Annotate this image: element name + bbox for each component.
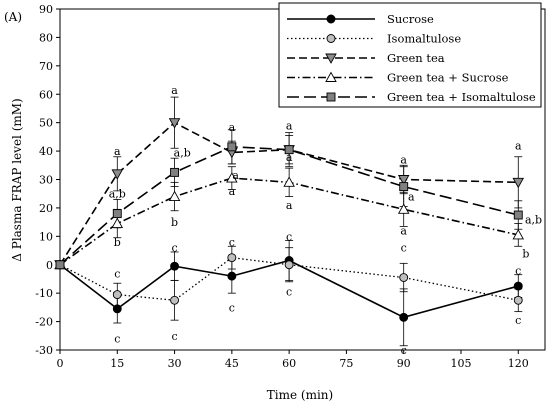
y-tick-label: -20 — [35, 316, 53, 329]
data-point — [513, 295, 523, 305]
data-point — [513, 210, 523, 220]
legend-label: Sucrose — [387, 12, 434, 26]
data-point — [170, 295, 180, 305]
significance-letter: a,b — [109, 188, 126, 201]
data-point — [512, 177, 525, 189]
legend-box — [278, 2, 542, 108]
x-tick-label: 30 — [168, 357, 182, 370]
significance-letter: a — [286, 199, 293, 212]
y-tick-label: -10 — [35, 287, 53, 300]
data-point — [284, 260, 294, 270]
y-tick-label: 0 — [46, 259, 53, 272]
significance-letter: a — [286, 120, 293, 133]
significance-letter: c — [171, 242, 177, 255]
x-tick-label: 75 — [339, 357, 353, 370]
significance-letter: a — [232, 169, 239, 182]
x-tick-label: 60 — [282, 357, 296, 370]
y-axis-title: Δ Plasma FRAP level (mM) — [10, 98, 24, 261]
x-tick-label: 45 — [225, 357, 239, 370]
panel-label: (A) — [4, 10, 22, 24]
significance-letter: a — [229, 185, 236, 198]
x-tick-label: 105 — [450, 357, 471, 370]
y-tick-label: 70 — [39, 60, 53, 73]
significance-letter: c — [171, 330, 177, 343]
data-point — [227, 253, 237, 263]
significance-letter: a — [400, 154, 407, 167]
significance-letter: c — [229, 301, 235, 314]
significance-letter: a — [286, 151, 293, 164]
x-tick-label: 120 — [508, 357, 529, 370]
legend-marker — [326, 92, 336, 102]
significance-letter: a,b — [174, 147, 191, 160]
data-point — [283, 176, 295, 187]
plot-area — [54, 96, 525, 347]
x-tick-label: 15 — [110, 357, 124, 370]
legend-label: Green tea + Sucrose — [387, 71, 509, 85]
data-point — [399, 312, 409, 322]
data-point — [284, 145, 294, 155]
y-tick-label: 60 — [39, 88, 53, 101]
significance-letter: a — [408, 191, 415, 204]
x-tick-label: 90 — [397, 357, 411, 370]
legend-marker — [326, 14, 336, 24]
y-tick-label: -30 — [35, 344, 53, 357]
y-tick-label: 30 — [39, 174, 53, 187]
data-point — [112, 290, 122, 300]
y-tick-label: 50 — [39, 117, 53, 130]
data-point — [112, 304, 122, 314]
significance-letter: c — [401, 242, 407, 255]
data-point — [397, 175, 410, 186]
significance-letter: a — [515, 139, 522, 152]
legend-marker — [325, 53, 337, 64]
data-point — [55, 260, 65, 270]
data-point — [512, 228, 525, 240]
data-point — [227, 142, 237, 152]
significance-letter: c — [114, 333, 120, 346]
data-point — [399, 182, 409, 192]
data-point — [399, 273, 409, 282]
significance-letter: a — [400, 225, 407, 238]
significance-letter: a,b — [525, 213, 542, 226]
significance-letter: c — [229, 236, 235, 249]
significance-letter: c — [515, 264, 521, 277]
y-tick-label: 20 — [39, 202, 53, 215]
significance-letter: c — [515, 314, 521, 327]
data-point — [513, 281, 523, 291]
legend-label: Green tea + Isomaltulose — [387, 90, 536, 104]
significance-letter: c — [114, 267, 120, 280]
significance-letter: b — [522, 247, 529, 260]
y-tick-label: 90 — [39, 3, 53, 16]
data-point — [170, 261, 180, 271]
significance-letter: c — [286, 286, 292, 299]
data-point — [168, 118, 181, 129]
significance-letter: a — [114, 145, 121, 158]
x-axis-title: Time (min) — [267, 388, 333, 402]
data-point — [168, 190, 181, 202]
legend: Sucrose Isomaltulose Green tea Green tea + … — [278, 2, 542, 108]
legend-marker — [326, 34, 336, 43]
significance-letter: b — [114, 236, 121, 249]
data-point — [112, 209, 122, 219]
legend-label: Green tea — [387, 51, 445, 65]
axes-frame: -30 -20 -10 0 10 20 30 40 50 60 70 80 90 0 15 30 45 60 75 9… — [35, 3, 546, 370]
legend-marker — [325, 71, 337, 82]
significance-letter: c — [286, 230, 292, 243]
data-point — [397, 203, 410, 214]
data-point — [111, 217, 124, 228]
y-tick-label: 40 — [39, 145, 53, 158]
y-tick-label: 10 — [39, 230, 53, 243]
data-point — [111, 169, 124, 180]
data-point — [226, 172, 238, 183]
data-point — [170, 167, 180, 177]
data-point — [227, 271, 237, 281]
legend-label: Isomaltulose — [387, 32, 461, 46]
significance-letter: b — [171, 216, 178, 229]
x-tick-label: 0 — [57, 357, 64, 370]
significance-letter: c — [401, 344, 407, 357]
significance-letter: a — [171, 84, 178, 97]
significance-letter: a — [229, 121, 236, 134]
y-tick-label: 80 — [39, 31, 53, 44]
